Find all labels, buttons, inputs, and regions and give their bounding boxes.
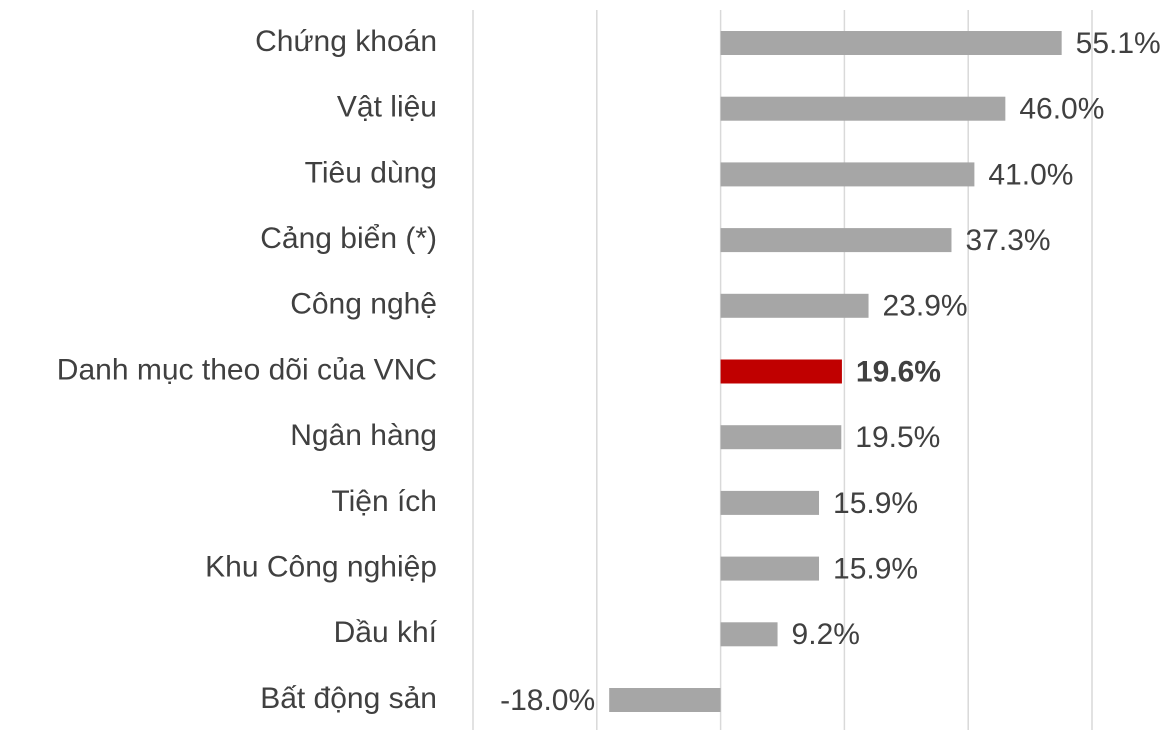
bar [720,359,842,384]
bar [720,162,975,187]
category-label: Tiêu dùng [305,156,437,189]
bar [720,96,1006,121]
value-label: 15.9% [833,553,918,586]
value-label: 19.5% [855,421,940,454]
value-label: 55.1% [1076,27,1161,60]
bar [720,556,820,581]
value-label: 15.9% [833,487,918,520]
bar [720,622,778,647]
category-label: Danh mục theo dõi của VNC [57,353,437,386]
value-label: 41.0% [988,158,1073,191]
bar [720,293,869,318]
bar [609,688,721,712]
category-label: Dầu khí [334,616,438,649]
value-label: 9.2% [792,618,860,651]
value-label: -18.0% [500,684,595,717]
bar [720,490,820,515]
bar [720,425,842,450]
category-label: Bất động sản [260,682,437,715]
value-label: 23.9% [883,290,968,323]
value-label: 19.6% [856,355,941,388]
category-label: Cảng biển (*) [260,222,437,255]
category-label: Ngân hàng [290,419,437,452]
category-label: Khu Công nghiệp [205,551,437,584]
value-label: 46.0% [1019,93,1104,126]
category-label: Công nghệ [290,288,437,321]
category-label: Chứng khoán [255,25,437,58]
bar [720,228,952,253]
value-label: 37.3% [965,224,1050,257]
bar [720,31,1062,55]
category-label: Vật liệu [337,91,437,124]
category-label: Tiện ích [331,485,437,518]
